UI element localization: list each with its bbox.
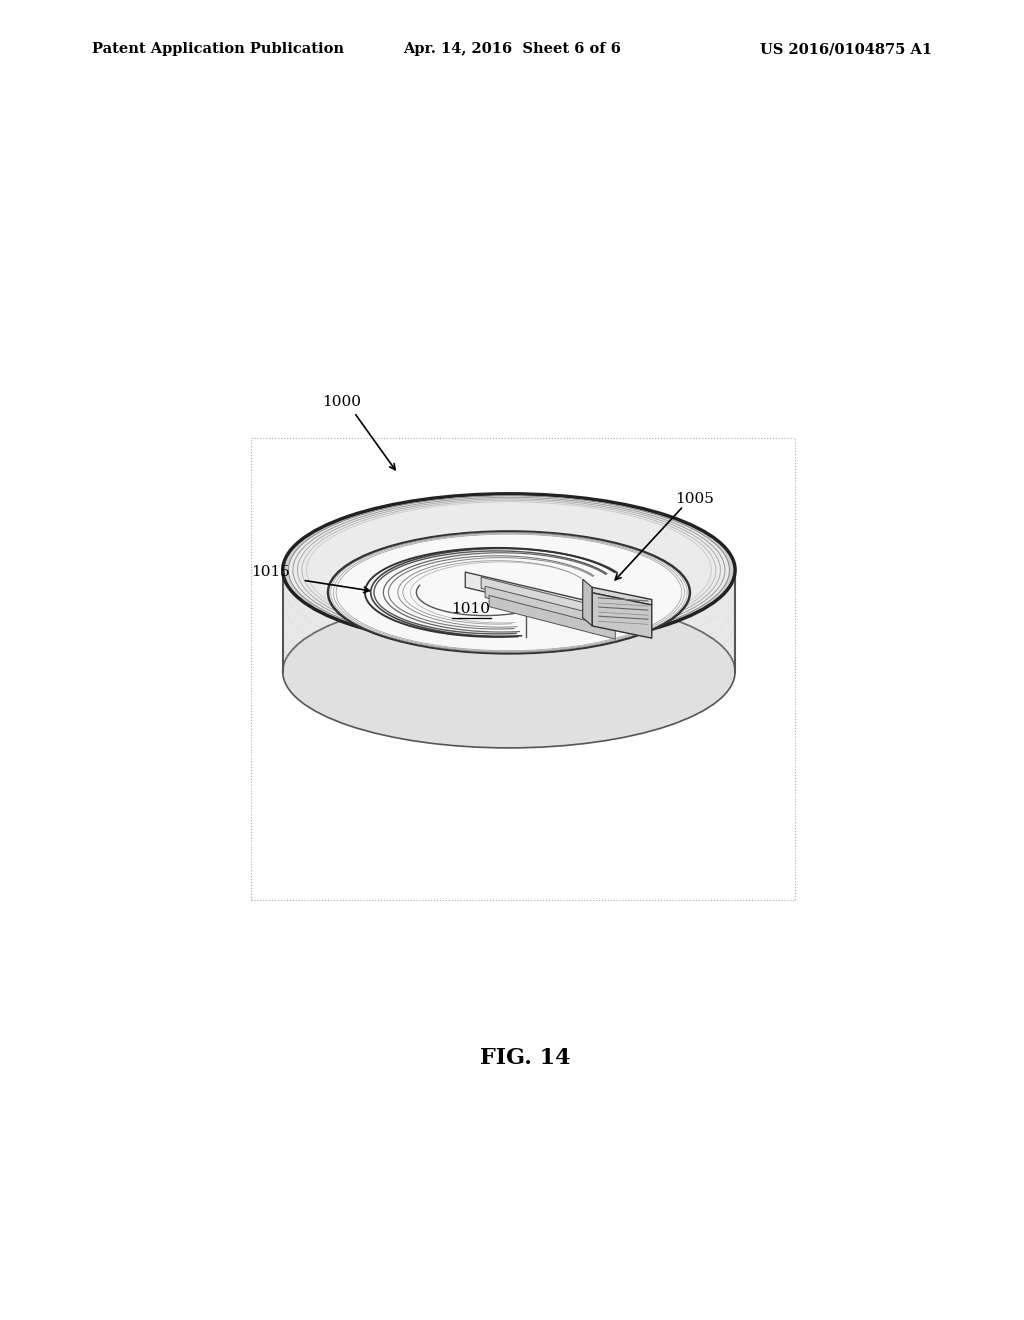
Ellipse shape [293,498,725,643]
Polygon shape [592,593,651,638]
Text: 1000: 1000 [323,395,361,409]
Polygon shape [465,572,616,623]
Ellipse shape [289,496,729,644]
Text: Apr. 14, 2016  Sheet 6 of 6: Apr. 14, 2016 Sheet 6 of 6 [403,42,621,57]
Text: Patent Application Publication: Patent Application Publication [92,42,344,57]
Ellipse shape [328,532,690,653]
Ellipse shape [283,494,735,647]
Polygon shape [283,570,735,748]
Ellipse shape [297,499,721,642]
Ellipse shape [302,500,716,640]
Polygon shape [485,586,613,630]
Ellipse shape [306,502,712,639]
Text: 1015: 1015 [251,565,290,579]
Text: 1005: 1005 [676,492,715,506]
Polygon shape [489,595,615,639]
Text: FIG. 14: FIG. 14 [479,1047,570,1069]
Polygon shape [583,579,592,626]
Polygon shape [592,587,651,605]
Bar [251,438,795,900]
Text: 1010: 1010 [452,602,490,615]
Polygon shape [481,577,612,620]
Text: US 2016/0104875 A1: US 2016/0104875 A1 [760,42,932,57]
Ellipse shape [283,595,735,748]
